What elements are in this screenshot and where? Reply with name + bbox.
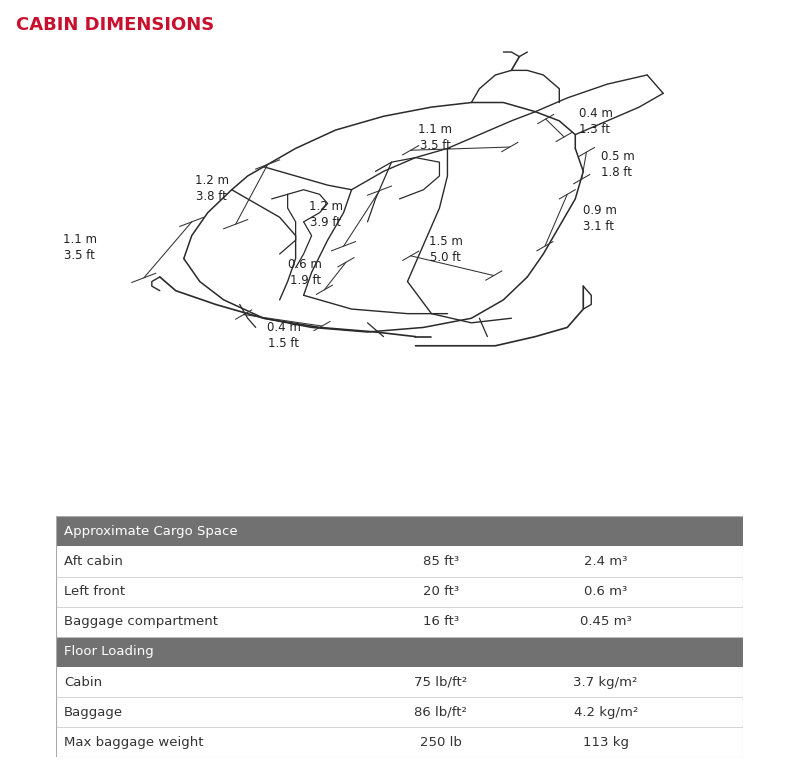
Text: 1.5 m
5.0 ft: 1.5 m 5.0 ft xyxy=(429,235,463,264)
Text: 3.7 kg/m²: 3.7 kg/m² xyxy=(574,675,638,688)
Text: 16 ft³: 16 ft³ xyxy=(423,615,459,628)
Text: 0.45 m³: 0.45 m³ xyxy=(580,615,631,628)
Text: 250 lb: 250 lb xyxy=(419,736,462,749)
Text: Baggage compartment: Baggage compartment xyxy=(64,615,218,628)
Text: 85 ft³: 85 ft³ xyxy=(423,555,459,568)
Bar xyxy=(56,516,743,546)
Bar xyxy=(56,636,743,667)
Text: 20 ft³: 20 ft³ xyxy=(423,585,459,598)
Text: 1.1 m
3.5 ft: 1.1 m 3.5 ft xyxy=(63,233,97,262)
Text: Max baggage weight: Max baggage weight xyxy=(64,736,204,749)
Text: 0.5 m
1.8 ft: 0.5 m 1.8 ft xyxy=(601,151,634,180)
Bar xyxy=(56,697,743,728)
Text: 1.1 m
3.5 ft: 1.1 m 3.5 ft xyxy=(419,123,452,152)
Text: 4.2 kg/m²: 4.2 kg/m² xyxy=(574,705,638,718)
Text: 86 lb/ft²: 86 lb/ft² xyxy=(415,705,467,718)
Text: 1.2 m
3.8 ft: 1.2 m 3.8 ft xyxy=(195,174,229,203)
Text: CABIN DIMENSIONS: CABIN DIMENSIONS xyxy=(16,16,214,34)
Text: 1.2 m
3.9 ft: 1.2 m 3.9 ft xyxy=(309,200,343,229)
Text: 75 lb/ft²: 75 lb/ft² xyxy=(414,675,467,688)
Text: 0.4 m
1.3 ft: 0.4 m 1.3 ft xyxy=(579,107,613,136)
Text: 113 kg: 113 kg xyxy=(582,736,629,749)
Text: 0.6 m³: 0.6 m³ xyxy=(584,585,627,598)
Bar xyxy=(56,728,743,757)
Bar xyxy=(56,577,743,607)
Text: 0.9 m
3.1 ft: 0.9 m 3.1 ft xyxy=(583,203,617,233)
Text: Floor Loading: Floor Loading xyxy=(64,646,154,659)
Bar xyxy=(56,667,743,697)
Text: 0.6 m
1.9 ft: 0.6 m 1.9 ft xyxy=(288,258,322,287)
Bar xyxy=(56,607,743,636)
Text: Cabin: Cabin xyxy=(64,675,102,688)
Text: 2.4 m³: 2.4 m³ xyxy=(584,555,627,568)
Bar xyxy=(56,546,743,577)
Text: Left front: Left front xyxy=(64,585,125,598)
Text: Approximate Cargo Space: Approximate Cargo Space xyxy=(64,525,238,538)
Text: Baggage: Baggage xyxy=(64,705,123,718)
Text: Aft cabin: Aft cabin xyxy=(64,555,123,568)
Text: 0.4 m
1.5 ft: 0.4 m 1.5 ft xyxy=(267,321,300,350)
